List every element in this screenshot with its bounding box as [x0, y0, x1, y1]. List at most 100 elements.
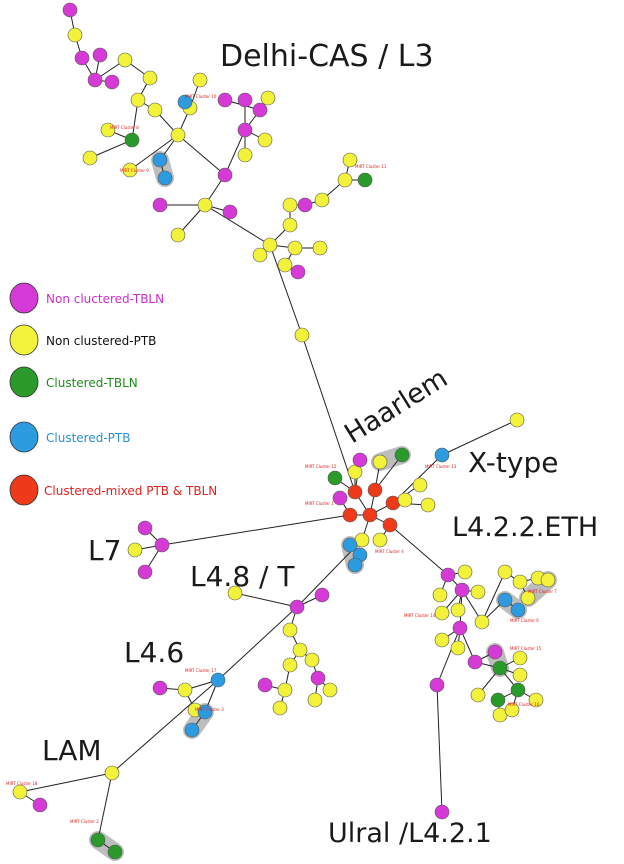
clustered-ptb-node — [510, 602, 526, 618]
non-clustered-tbln-node — [332, 490, 348, 506]
tree-edge — [19, 772, 113, 793]
legend-item-clustered-ptb: Clustered-PTB — [9, 421, 130, 453]
clustered-tbln-node — [90, 832, 106, 848]
non-clustered-tbln-node — [137, 520, 153, 536]
legend-label-clustered-mixed: Clustered-mixed PTB & TBLN — [44, 484, 217, 498]
non-clustered-ptb-node — [512, 650, 528, 666]
non-clustered-ptb-node — [434, 605, 450, 621]
tree-edge — [389, 524, 449, 576]
non-clustered-ptb-node — [509, 412, 525, 428]
non-clustered-ptb-node — [287, 240, 303, 256]
cluster-label: MIRT Cluster 8 — [110, 125, 139, 130]
non-clustered-ptb-node — [397, 492, 413, 508]
legend-item-non-clustered-tbln: Non cluctered-TBLN — [9, 282, 164, 314]
clustered-tbln-node — [357, 172, 373, 188]
non-clustered-ptb-node — [420, 497, 436, 513]
legend-label-clustered-ptb: Clustered-PTB — [46, 431, 130, 445]
non-clustered-tbln-node — [237, 92, 253, 108]
cluster-label: MIRT Cluster 9 — [120, 168, 149, 173]
clustered-ptb-node — [197, 704, 213, 720]
cluster-label: MIRT Cluster 14 — [404, 613, 436, 618]
cluster-label: MIRT Cluster 18 — [6, 781, 38, 786]
non-clustered-tbln-node — [454, 582, 470, 598]
cluster-label: MIRT Cluster 7 — [528, 589, 557, 594]
non-clustered-ptb-node — [372, 532, 388, 548]
cluster-label: MIRT Cluster 3 — [195, 707, 224, 712]
lineage-label-l7: L7 — [88, 534, 121, 567]
non-clustered-ptb-node — [282, 217, 298, 233]
clustered-mixed-node — [347, 484, 363, 500]
non-clustered-ptb-node — [227, 585, 243, 601]
non-clustered-tbln-node — [434, 804, 450, 820]
cluster-labels: MIRT Cluster 10 MIRT Cluster 8 MIRT Cluste… — [6, 94, 557, 824]
non-clustered-ptb-node — [457, 564, 473, 580]
non-clustered-ptb-node — [177, 682, 193, 698]
clustered-ptb-node — [210, 672, 226, 688]
tree-edge — [97, 772, 113, 841]
clustered-ptb-node — [177, 94, 193, 110]
non-clustered-tbln-node — [217, 167, 233, 183]
non-clustered-ptb-node — [342, 152, 358, 168]
non-clustered-tbln-node — [87, 72, 103, 88]
non-clustered-ptb-node — [520, 590, 536, 606]
cluster-halos — [89, 151, 557, 861]
non-clustered-tbln-node — [92, 47, 108, 63]
non-clustered-ptb-node — [450, 602, 466, 618]
tree-edge — [161, 514, 351, 546]
non-clustered-tbln-node — [154, 537, 170, 553]
non-clustered-tbln-node — [62, 2, 78, 18]
legend: Non cluctered-TBLN Non clustered-PTB Clu… — [9, 282, 217, 506]
non-clustered-tbln-node — [237, 122, 253, 138]
cluster-label: MIRT Cluster 2 — [70, 819, 99, 824]
non-clustered-tbln-node — [104, 74, 120, 90]
tree-edge — [177, 134, 226, 176]
legend-item-clustered-tbln: Clustered-TBLN — [9, 366, 138, 398]
non-clustered-ptb-node — [504, 702, 520, 718]
non-clustered-tbln-node — [487, 644, 503, 660]
non-clustered-ptb-node — [277, 682, 293, 698]
non-clustered-ptb-node — [252, 247, 268, 263]
non-clustered-ptb-node — [314, 192, 330, 208]
non-clustered-tbln-node — [217, 92, 233, 108]
non-clustered-ptb-node — [434, 632, 450, 648]
cluster-label: MIRT Cluster 17 — [185, 668, 217, 673]
tree-edge — [111, 679, 219, 774]
non-clustered-ptb-node — [104, 765, 120, 781]
cluster-label: MIRT Cluster 15 — [510, 646, 542, 651]
legend-label-clustered-tbln: Clustered-TBLN — [46, 376, 138, 390]
clustered-mixed-node — [385, 495, 401, 511]
clustered-tbln-node — [492, 660, 508, 676]
cluster-label: MIRT Cluster 13 — [425, 464, 457, 469]
clustered-tbln-node — [490, 692, 506, 708]
lineage-label-lam: LAM — [42, 734, 102, 767]
non-clustered-ptb-node — [192, 72, 208, 88]
tree-edge — [374, 454, 403, 491]
legend-swatch-non-clustered-ptb — [9, 324, 39, 356]
non-clustered-tbln-node — [152, 197, 168, 213]
tree-edge — [129, 134, 179, 171]
non-clustered-ptb-node — [82, 150, 98, 166]
non-clustered-ptb-node — [260, 90, 276, 106]
clustered-tbln-node — [124, 132, 140, 148]
non-clustered-ptb-node — [282, 657, 298, 673]
lineage-label-l4-6: L4.6 — [124, 636, 184, 669]
non-clustered-ptb-node — [67, 27, 83, 43]
non-clustered-ptb-node — [497, 564, 513, 580]
tree-edge — [217, 606, 298, 681]
non-clustered-ptb-node — [12, 784, 28, 800]
non-clustered-tbln-node — [252, 102, 268, 118]
cluster-label: MIRT Cluster 16 — [508, 702, 540, 707]
tree-nodes — [12, 2, 556, 860]
non-clustered-ptb-node — [474, 614, 490, 630]
non-clustered-tbln-node — [137, 564, 153, 580]
lineage-label-delhi-cas: Delhi-CAS / L3 — [220, 39, 434, 74]
non-clustered-ptb-node — [237, 147, 253, 163]
legend-swatch-clustered-mixed — [9, 474, 39, 506]
non-clustered-ptb-node — [372, 454, 388, 470]
non-clustered-ptb-node — [470, 687, 486, 703]
non-clustered-ptb-node — [130, 92, 146, 108]
legend-label-non-clustered-tbln: Non cluctered-TBLN — [46, 292, 164, 306]
clustered-mixed-node — [362, 507, 378, 523]
clustered-mixed-node — [382, 517, 398, 533]
non-clustered-ptb-node — [100, 122, 116, 138]
